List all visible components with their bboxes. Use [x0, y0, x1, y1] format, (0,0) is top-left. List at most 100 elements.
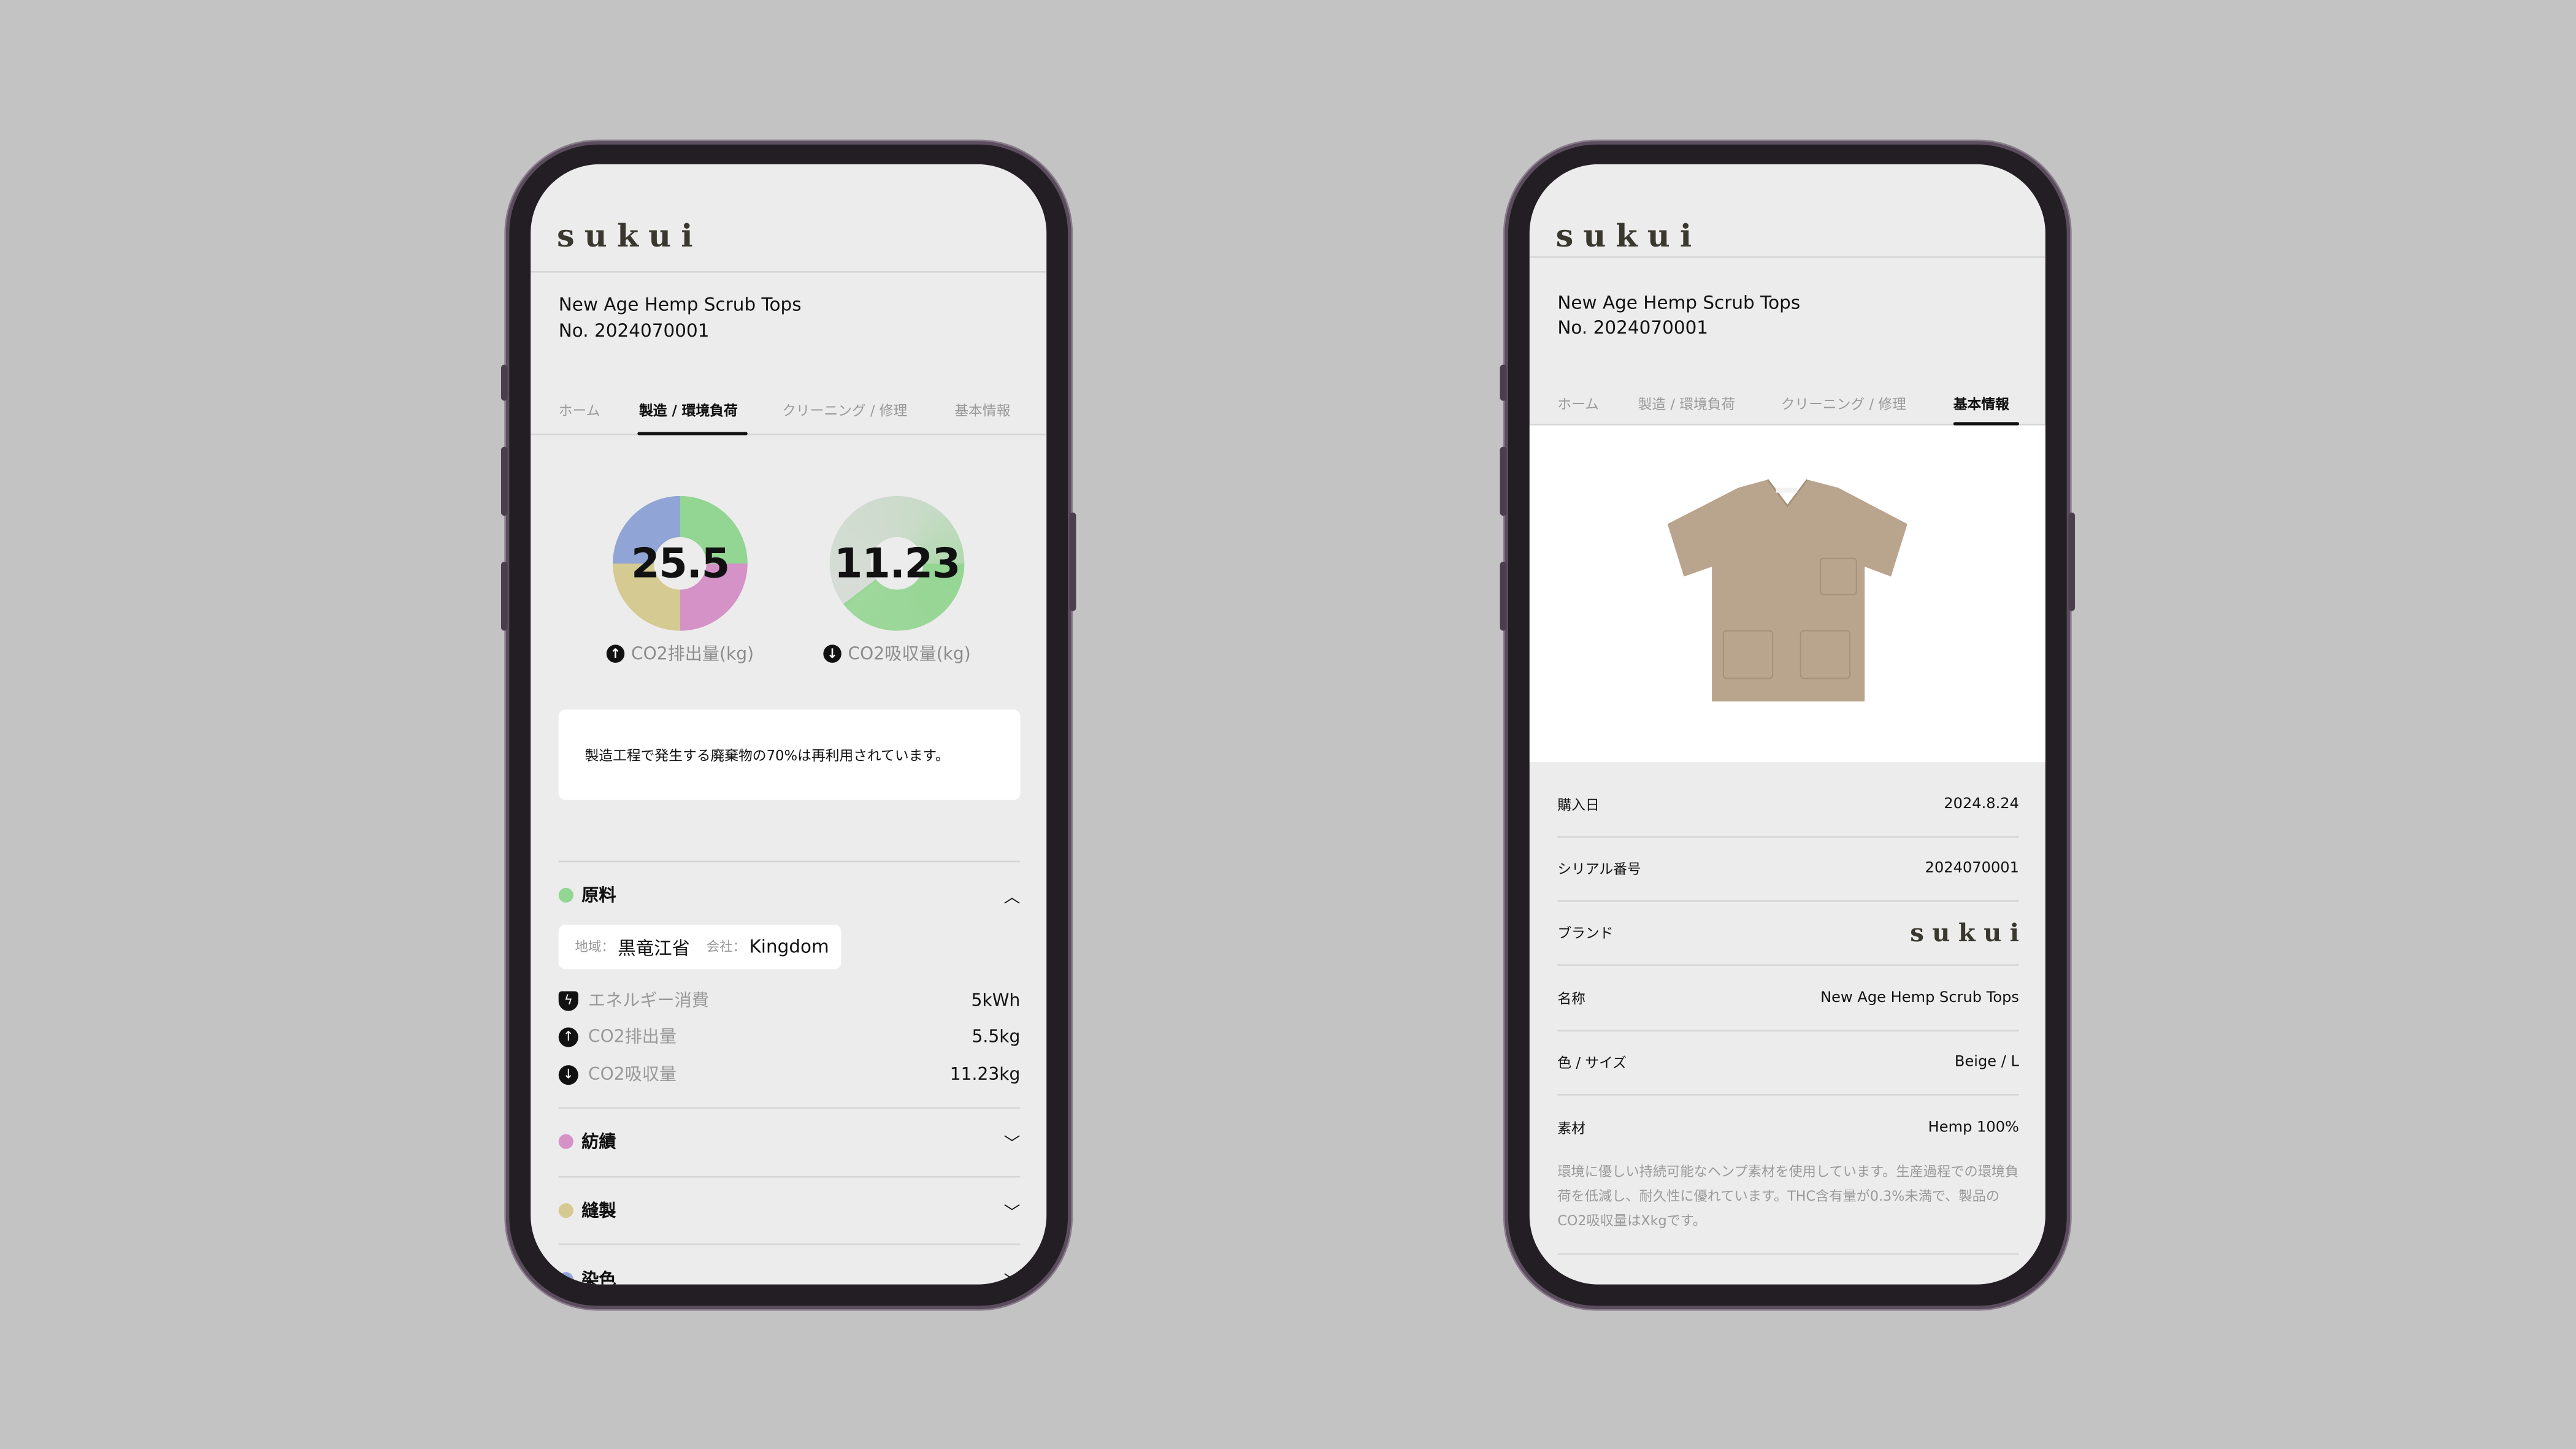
divider — [1557, 1253, 2019, 1255]
divider — [1557, 836, 2019, 838]
screen-manufacturing: sukui New Age Hemp Scrub Tops No. 202407… — [531, 164, 1047, 1285]
tab-manufacturing[interactable]: 製造 / 環境負荷 — [1638, 397, 1736, 415]
product-name: New Age Hemp Scrub Tops — [558, 294, 802, 316]
tab-cleaning-repair[interactable]: クリーニング / 修理 — [1781, 397, 1906, 415]
brand-logo-value: sukui — [1910, 918, 2028, 948]
info-label: 日 — [1557, 1278, 1571, 1284]
info-label: 名称 — [1557, 992, 1585, 1009]
info-label: 購入日 — [1557, 798, 1600, 815]
chevron-up-icon[interactable]: ︿ — [1003, 889, 1021, 908]
section-title: 紡績 — [581, 1132, 616, 1153]
brand-logo[interactable]: sukui — [1555, 218, 1702, 255]
phone-mockup-manufacturing: sukui New Age Hemp Scrub Tops No. 202407… — [500, 141, 1076, 1309]
divider — [558, 1243, 1021, 1245]
section-color-dot — [558, 1203, 573, 1218]
energy-shield-icon: ϟ — [558, 990, 578, 1011]
tab-home[interactable]: ホーム — [558, 403, 600, 421]
company-label: 会社： — [706, 939, 746, 955]
tab-basic-info[interactable]: 基本情報 — [1953, 397, 2009, 415]
screen-basic-info: sukui New Age Hemp Scrub Tops No. 202407… — [1529, 164, 2045, 1285]
info-value: 2024.8.24 — [1944, 797, 2019, 813]
info-value: Hemp 100% — [1928, 1120, 2019, 1137]
metric-value: 5kWh — [971, 990, 1021, 1011]
metric-value: 5.5kg — [972, 1027, 1021, 1047]
metric-label: CO2吸収量 — [588, 1065, 677, 1085]
phone-mockup-basic-info: sukui New Age Hemp Scrub Tops No. 202407… — [1500, 141, 2076, 1309]
arrow-up-circle-icon: ↑ — [558, 1027, 578, 1047]
metric-label: CO2排出量 — [588, 1027, 677, 1047]
arrow-up-circle-icon: ↑ — [606, 644, 625, 663]
metric-value: 11.23kg — [949, 1064, 1021, 1084]
metric-co2-absorption: ↓ CO2吸収量 11.23kg — [558, 1062, 1021, 1087]
section-dyeing[interactable]: 染色 ﹀ — [558, 1267, 1021, 1285]
section-raw-material[interactable]: 原料 ︿ — [558, 883, 1021, 908]
info-row-purchase-date: 購入日 2024.8.24 — [1557, 795, 2019, 814]
section-title: 縫製 — [581, 1201, 616, 1222]
emission-label-text: CO2排出量(kg) — [631, 644, 754, 665]
info-row-partial: 日 — [1557, 1278, 2019, 1284]
info-value: 2024070001 — [1925, 860, 2019, 877]
divider — [558, 860, 1021, 863]
info-value: New Age Hemp Scrub Tops — [1820, 990, 2019, 1007]
section-title: 原料 — [581, 886, 616, 906]
absorption-label-text: CO2吸収量(kg) — [848, 644, 971, 665]
product-image — [1529, 425, 2045, 762]
arrow-down-circle-icon: ↓ — [823, 644, 841, 663]
section-color-dot — [558, 1272, 573, 1285]
section-sewing[interactable]: 縫製 ﹀ — [558, 1198, 1021, 1223]
emission-label: ↑ CO2排出量(kg) — [606, 641, 754, 666]
arrow-down-circle-icon: ↓ — [558, 1064, 578, 1084]
divider — [1557, 1093, 2019, 1096]
info-row-serial: シリアル番号 2024070001 — [1557, 859, 2019, 879]
chevron-down-icon[interactable]: ﹀ — [1003, 1274, 1021, 1285]
emission-donut-chart: 25.5 — [613, 495, 748, 631]
origin-chip: 地域： 黒竜江省 会社： Kingdom — [558, 925, 841, 969]
info-label: シリアル番号 — [1557, 862, 1641, 879]
recycling-message: 製造工程で発生する廃棄物の70%は再利用されています。 — [585, 748, 949, 765]
tab-manufacturing[interactable]: 製造 / 環境負荷 — [638, 403, 738, 421]
company-value: Kingdom — [749, 936, 829, 958]
divider — [1557, 1030, 2019, 1032]
divider — [558, 1107, 1021, 1109]
chevron-down-icon[interactable]: ﹀ — [1003, 1136, 1021, 1154]
section-color-dot — [558, 887, 573, 903]
metric-label: エネルギー消費 — [588, 991, 709, 1011]
donut-hole — [654, 537, 707, 590]
section-title: 染色 — [581, 1270, 616, 1285]
absorption-value: 11.23 — [834, 539, 960, 587]
brand-logo[interactable]: sukui — [557, 218, 703, 255]
material-description: 環境に優しい持続可能なヘンプ素材を使用しています。生産過程での環境負荷を低減し、… — [1557, 1163, 2019, 1229]
tab-home[interactable]: ホーム — [1557, 397, 1599, 415]
info-label: ブランド — [1557, 926, 1614, 943]
region-label: 地域： — [575, 939, 615, 955]
region-value: 黒竜江省 — [618, 937, 691, 958]
chevron-down-icon[interactable]: ﹀ — [1003, 1204, 1021, 1223]
scrub-top-image — [1667, 479, 1907, 702]
info-label: 色 / サイズ — [1557, 1056, 1627, 1073]
absorption-label: ↓ CO2吸収量(kg) — [823, 641, 971, 666]
divider — [1529, 256, 2045, 258]
active-tab-indicator — [1953, 422, 2019, 426]
info-row-name: 名称 New Age Hemp Scrub Tops — [1557, 989, 2019, 1009]
divider — [1557, 900, 2019, 902]
tabs-divider — [1529, 424, 2045, 426]
product-name: New Age Hemp Scrub Tops — [1557, 292, 1801, 314]
tabs-divider — [531, 434, 1047, 435]
tab-cleaning-repair[interactable]: クリーニング / 修理 — [782, 403, 908, 421]
divider — [558, 1176, 1021, 1178]
info-row-color-size: 色 / サイズ Beige / L — [1557, 1053, 2019, 1072]
section-spinning[interactable]: 紡績 ﹀ — [558, 1130, 1021, 1154]
divider — [1557, 964, 2019, 966]
metric-co2-emission: ↑ CO2排出量 5.5kg — [558, 1024, 1021, 1049]
divider — [531, 270, 1047, 273]
donut-hole — [870, 537, 924, 590]
info-label: 素材 — [1557, 1122, 1585, 1139]
info-row-material: 素材 Hemp 100% — [1557, 1118, 2019, 1138]
product-number: No. 2024070001 — [558, 320, 710, 342]
emission-value: 25.5 — [631, 539, 730, 587]
section-color-dot — [558, 1134, 573, 1149]
metric-energy: ϟ エネルギー消費 5kWh — [558, 988, 1021, 1012]
absorption-donut-chart: 11.23 — [829, 495, 965, 631]
product-number: No. 2024070001 — [1557, 316, 1709, 338]
tab-basic-info[interactable]: 基本情報 — [954, 403, 1011, 421]
